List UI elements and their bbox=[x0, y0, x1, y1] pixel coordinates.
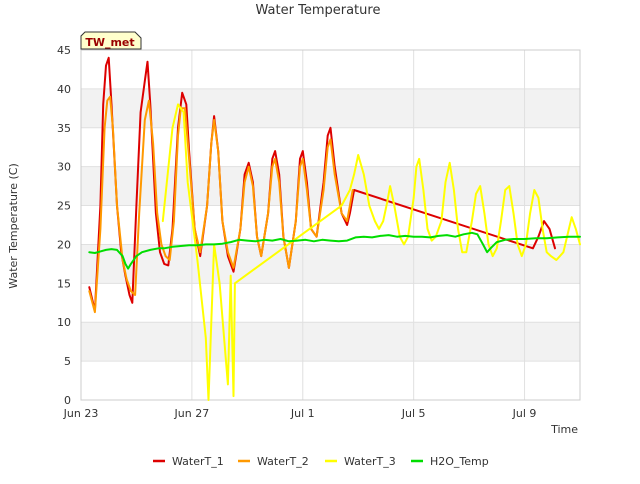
x-tick-label: Jul 5 bbox=[401, 407, 426, 420]
y-tick-labels: 0 5 10 15 20 25 30 35 40 45 bbox=[57, 44, 71, 407]
y-band bbox=[81, 361, 580, 400]
y-band bbox=[81, 244, 580, 284]
plot-bands bbox=[81, 49, 580, 401]
y-band bbox=[81, 88, 580, 128]
site-label-text: TW_met bbox=[85, 36, 134, 49]
series-lines bbox=[88, 56, 581, 401]
y-axis-label: Water Temperature (C) bbox=[7, 163, 20, 288]
legend-label-watert-1: WaterT_1 bbox=[172, 455, 224, 468]
site-label-badge: TW_met bbox=[80, 31, 142, 50]
x-tick-label: Jul 1 bbox=[290, 407, 315, 420]
y-tick-label: 20 bbox=[57, 238, 71, 251]
series-line-watert-2 bbox=[88, 95, 354, 314]
y-band bbox=[81, 283, 580, 323]
legend-label-h2o-temp: H2O_Temp bbox=[430, 455, 489, 468]
y-tick-label: 5 bbox=[64, 355, 71, 368]
series-line-h2o-temp bbox=[88, 231, 581, 270]
y-tick-label: 45 bbox=[57, 44, 71, 57]
x-tick-label: Jun 27 bbox=[174, 407, 210, 420]
x-axis-label: Time bbox=[550, 423, 578, 436]
y-tick-label: 10 bbox=[57, 316, 71, 329]
y-tick-label: 0 bbox=[64, 394, 71, 407]
y-tick-label: 15 bbox=[57, 277, 71, 290]
legend-label-watert-2: WaterT_2 bbox=[257, 455, 309, 468]
y-band bbox=[81, 322, 580, 362]
series-line-watert-3 bbox=[161, 103, 581, 401]
y-tick-label: 40 bbox=[57, 83, 71, 96]
x-tick-labels: Jun 23 Jun 27 Jul 1 Jul 5 Jul 9 bbox=[63, 407, 537, 420]
legend-label-watert-3: WaterT_3 bbox=[344, 455, 396, 468]
legend: WaterT_1 WaterT_2 WaterT_3 H2O_Temp bbox=[153, 455, 489, 468]
site-label-box bbox=[80, 31, 142, 50]
y-tick-label: 35 bbox=[57, 122, 71, 135]
x-tick-label: Jul 9 bbox=[512, 407, 537, 420]
y-band bbox=[81, 50, 580, 89]
y-tick-label: 25 bbox=[57, 200, 71, 213]
chart-title: Water Temperature bbox=[256, 3, 381, 18]
x-tick-label: Jun 23 bbox=[63, 407, 99, 420]
plot-frame bbox=[80, 49, 581, 401]
y-tick-label: 30 bbox=[57, 161, 71, 174]
